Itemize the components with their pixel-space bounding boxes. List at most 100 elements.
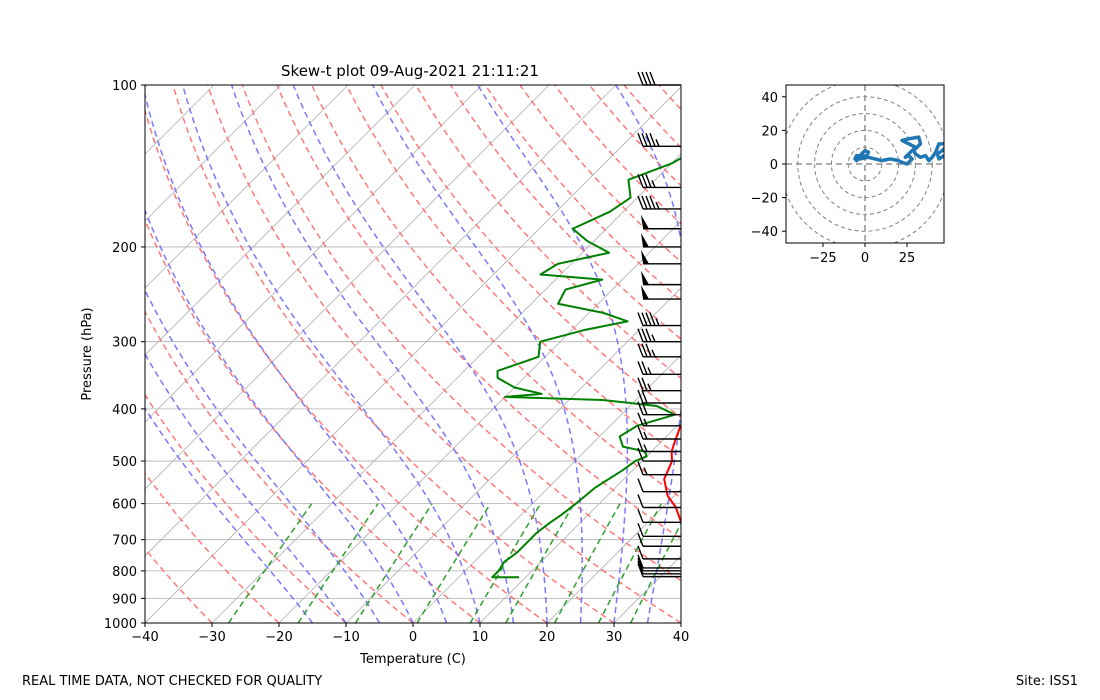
dry-adiabat — [484, 85, 681, 302]
mixing-ratio-line — [227, 503, 313, 623]
wind-barb — [641, 249, 681, 265]
barb-flag — [645, 71, 652, 86]
barb-flag — [637, 461, 644, 475]
barb-flag — [637, 361, 644, 375]
barb-flag — [637, 401, 644, 415]
wind-barb — [637, 195, 681, 210]
wind-barb — [637, 312, 681, 327]
barb-flag — [641, 328, 648, 342]
moist-adiabat — [145, 208, 414, 623]
moist-adiabat — [615, 85, 681, 623]
isotherm-line — [145, 85, 282, 222]
skewt-background-lines — [145, 85, 1100, 623]
hodo-y-tick-label: 20 — [761, 124, 778, 139]
barb-flag — [641, 401, 648, 415]
barb-flag — [641, 312, 648, 326]
barb-flag — [637, 478, 644, 492]
x-tick-label: 30 — [606, 630, 623, 645]
hodograph-plot: −25 0 25 40 20 0 −20 −40 — [751, 84, 945, 266]
y-axis-label: Pressure (hPa) — [80, 307, 95, 400]
barb-pennant — [641, 285, 649, 300]
barb-half-flag — [655, 139, 660, 147]
y-tick-label: 1000 — [104, 617, 137, 632]
wind-barb — [637, 412, 681, 427]
y-tick-label: 700 — [112, 534, 137, 549]
barb-pennant — [641, 232, 649, 247]
hodograph-rings — [786, 85, 944, 243]
moist-adiabat — [292, 85, 548, 623]
x-axis-label: Temperature (C) — [359, 652, 466, 667]
wind-barb — [637, 523, 681, 538]
hodograph-axis-ticks: −25 0 25 40 20 0 −20 −40 — [751, 91, 916, 266]
x-tick-label: 10 — [472, 630, 489, 645]
wind-barb — [641, 285, 681, 300]
mixing-ratio-line — [597, 503, 662, 623]
barb-flag — [637, 343, 644, 358]
barb-flag — [641, 71, 648, 86]
wind-barb — [637, 71, 681, 86]
dry-adiabat — [763, 85, 1100, 623]
hodograph-ring — [814, 113, 916, 215]
dry-adiabat — [145, 218, 481, 623]
barb-flag — [645, 195, 652, 210]
barb-flag — [637, 447, 644, 462]
barb-flag — [637, 532, 644, 547]
barb-half-flag — [643, 431, 648, 440]
isotherm-line — [680, 622, 681, 623]
barb-flag — [637, 438, 644, 452]
barb-flag — [641, 377, 648, 391]
barb-flag — [637, 389, 644, 404]
barb-half-flag — [643, 444, 648, 452]
barb-half-flag — [651, 349, 656, 358]
x-tick-label: −20 — [265, 630, 292, 645]
dry-adiabat — [311, 85, 681, 499]
barb-flag — [637, 412, 644, 427]
y-tick-label: 300 — [112, 336, 137, 351]
wind-barb — [637, 557, 681, 572]
barb-flag — [641, 195, 648, 210]
wind-barb — [637, 545, 681, 560]
isotherm-line — [145, 85, 215, 155]
y-tick-label: 900 — [112, 592, 137, 607]
skewt-plot: −40 −30 −20 −10 0 10 20 30 401002003004005006007… — [80, 62, 1100, 667]
barb-flag — [637, 328, 644, 342]
barb-flag — [641, 343, 648, 358]
isotherm-line — [145, 85, 550, 490]
wind-barb — [637, 554, 681, 569]
isotherm-line — [145, 85, 617, 557]
barb-flag — [637, 494, 644, 508]
moist-adiabat — [181, 85, 481, 623]
wind-barb — [637, 361, 681, 376]
barb-pennant — [641, 249, 649, 264]
barb-half-flag — [651, 334, 656, 342]
barb-half-flag — [647, 367, 652, 375]
dry-adiabat — [206, 85, 681, 623]
wind-barb — [637, 328, 681, 343]
mixing-ratio-line — [416, 503, 492, 623]
wind-barb — [637, 174, 681, 189]
hodo-x-tick-label: 25 — [899, 251, 916, 266]
dewpoint-profile — [491, 157, 681, 579]
barb-flag — [637, 523, 644, 537]
mixing-ratio-line — [553, 503, 621, 623]
dry-adiabat — [145, 472, 280, 623]
dry-adiabat — [728, 85, 1100, 623]
dry-adiabat — [380, 85, 681, 419]
barb-half-flag — [643, 418, 648, 427]
wind-barb — [641, 232, 681, 248]
dry-adiabat — [415, 85, 681, 380]
hodo-y-tick-label: 40 — [761, 91, 778, 106]
x-tick-label: 40 — [673, 630, 690, 645]
wind-barb — [637, 532, 681, 547]
barb-flag — [645, 133, 652, 147]
skewt-axis-ticks: −40 −30 −20 −10 0 10 20 30 40 100 200 300 400 500 600 7… — [104, 79, 689, 645]
dry-adiabat — [623, 85, 681, 149]
barb-flag — [649, 133, 656, 147]
wind-barb — [637, 401, 681, 416]
y-tick-label: 100 — [112, 79, 137, 94]
dry-adiabat — [276, 85, 681, 540]
isotherm-line — [278, 220, 681, 623]
y-tick-label: 400 — [112, 403, 137, 418]
barb-flag — [641, 133, 648, 147]
